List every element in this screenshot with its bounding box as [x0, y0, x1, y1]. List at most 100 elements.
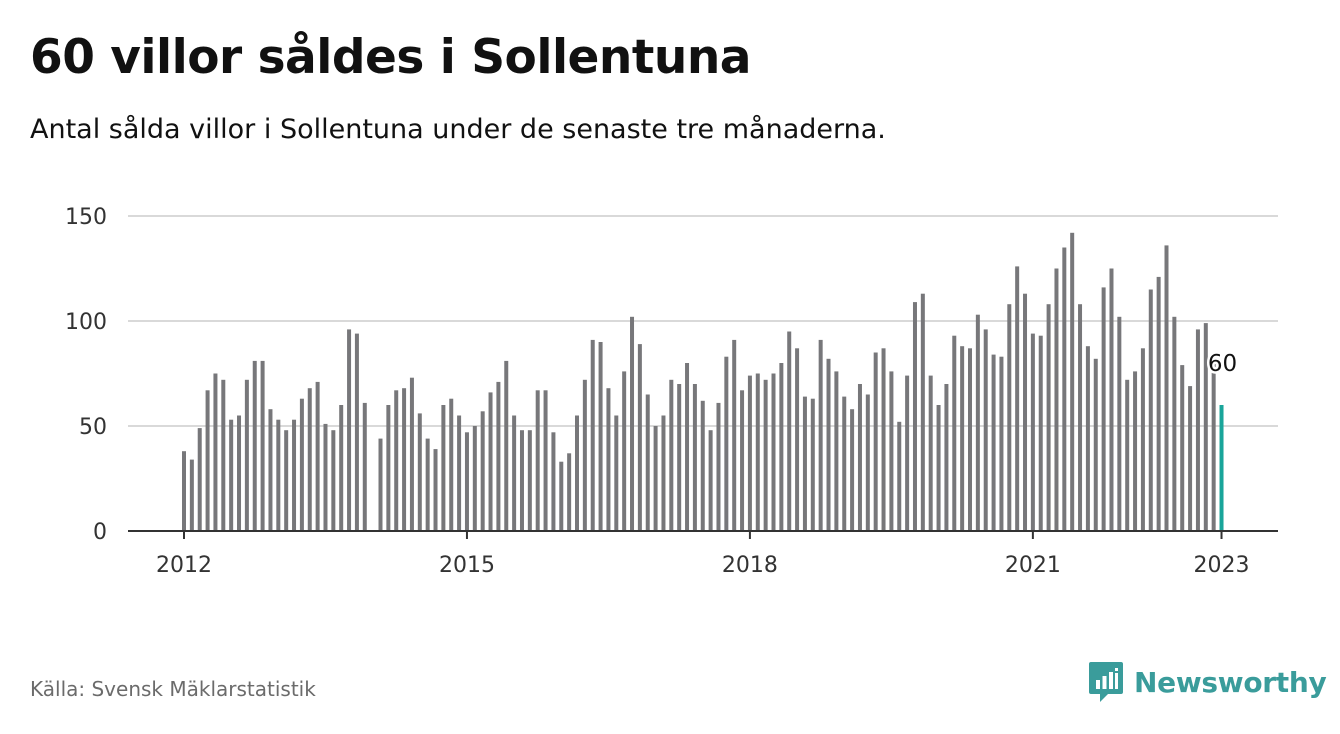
bar: [975, 314, 980, 531]
bar: [622, 371, 627, 531]
bar: [260, 360, 265, 531]
bar: [590, 339, 595, 531]
bar: [685, 363, 690, 531]
y-tick-label: 100: [65, 310, 107, 335]
bar: [386, 405, 391, 531]
bar: [315, 381, 320, 531]
bar: [1117, 316, 1122, 531]
y-tick-label: 50: [79, 415, 107, 440]
bar: [252, 360, 257, 531]
bar: [1148, 289, 1153, 531]
bar: [920, 293, 925, 531]
bar: [1164, 245, 1169, 531]
bar: [567, 453, 572, 531]
newsworthy-logo-icon: [1089, 662, 1123, 702]
bar: [1007, 304, 1012, 531]
bar: [1109, 268, 1114, 531]
bar: [1093, 358, 1098, 531]
x-tick-label: 2015: [439, 553, 495, 578]
bar: [1188, 386, 1193, 531]
bar: [354, 333, 359, 531]
bar: [409, 377, 414, 531]
bar: [661, 415, 666, 531]
bar: [1046, 304, 1051, 531]
bar: [512, 415, 517, 531]
bar: [826, 358, 831, 531]
brand[interactable]: Newsworthy: [1088, 660, 1327, 704]
bar: [457, 415, 462, 531]
bar: [653, 426, 658, 531]
bar: [771, 373, 776, 531]
bar: [755, 373, 760, 531]
chart-title: 60 villor såldes i Sollentuna: [30, 30, 752, 85]
highlight-value-label: 60: [1208, 351, 1237, 377]
brand-name: Newsworthy: [1134, 665, 1327, 699]
bar: [268, 409, 273, 531]
bar: [952, 335, 957, 531]
bar: [488, 392, 493, 531]
bar: [394, 390, 399, 531]
bar: [936, 405, 941, 531]
bar: [205, 390, 210, 531]
bar: [960, 346, 965, 531]
bar-highlight: [1219, 405, 1224, 531]
bar: [504, 360, 509, 531]
bar: [527, 430, 532, 531]
bar: [999, 356, 1004, 531]
bar: [551, 432, 556, 531]
bar: [1070, 232, 1075, 532]
bar: [519, 430, 524, 531]
bar: [692, 384, 697, 531]
bar: [834, 371, 839, 531]
bar: [889, 371, 894, 531]
bar: [189, 459, 194, 531]
bar: [747, 375, 752, 531]
bar: [1062, 247, 1067, 531]
bar: [708, 430, 713, 531]
bar: [378, 438, 383, 531]
bar: [795, 348, 800, 531]
bar: [347, 329, 352, 531]
bar: [221, 379, 226, 531]
bar: [1030, 333, 1035, 531]
bar: [991, 354, 996, 531]
bar: [472, 426, 477, 531]
bar: [944, 384, 949, 531]
bar: [677, 384, 682, 531]
bar: [724, 356, 729, 531]
bar: [575, 415, 579, 531]
bar: [417, 413, 422, 531]
bar: [732, 339, 737, 531]
bar: [276, 419, 281, 531]
bar: [865, 394, 870, 531]
bar: [598, 342, 603, 531]
chart-subtitle: Antal sålda villor i Sollentuna under de…: [30, 114, 886, 145]
bar: [1133, 371, 1138, 531]
bar: [787, 331, 792, 531]
source-note: Källa: Svensk Mäklarstatistik: [30, 677, 316, 701]
bar: [983, 329, 988, 531]
bar: [912, 302, 917, 531]
bar: [614, 415, 619, 531]
bar: [716, 402, 721, 531]
bar: [968, 348, 972, 531]
bar: [740, 390, 745, 531]
bar: [339, 405, 344, 531]
bar: [645, 394, 650, 531]
x-tick-label: 2018: [722, 553, 778, 578]
bar: [637, 344, 642, 531]
bar: [802, 396, 807, 531]
bar: [810, 398, 815, 531]
bar: [449, 398, 454, 531]
bar: [559, 461, 564, 531]
bar: [1180, 365, 1185, 531]
bar: [1140, 348, 1145, 531]
x-tick-label: 2021: [1005, 553, 1061, 578]
bar: [331, 430, 336, 531]
y-tick-label: 0: [93, 520, 107, 545]
bar: [1038, 335, 1043, 531]
bar: [480, 411, 485, 531]
bar: [229, 419, 234, 531]
bar: [1101, 287, 1106, 531]
